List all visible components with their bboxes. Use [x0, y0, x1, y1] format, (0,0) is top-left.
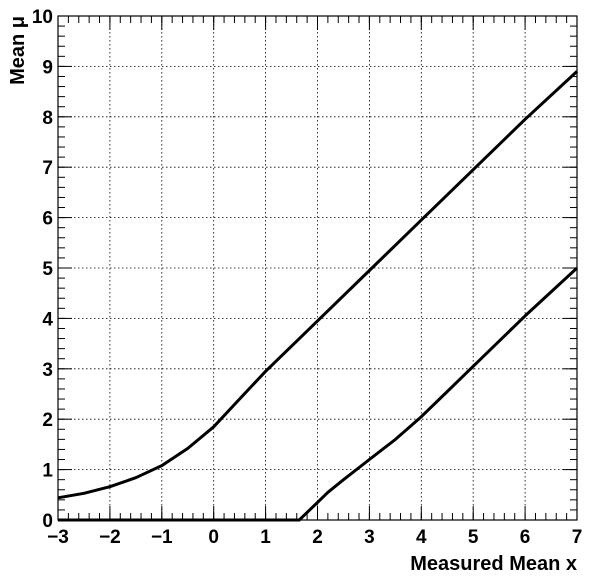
- y-tick-label: 10: [32, 7, 53, 28]
- x-tick-label: 7: [572, 527, 583, 548]
- y-tick-label: 5: [42, 259, 53, 280]
- tick-labels: −3 −2 −1 0 1 2 3 4 5 6 7 0 1 2 3 4 5 6 7 8 9 10: [32, 7, 582, 548]
- y-tick-label: 7: [42, 158, 53, 179]
- series-group: [57, 70, 579, 522]
- x-tick-label: 3: [364, 527, 375, 548]
- y-tick-label: 1: [42, 461, 53, 482]
- y-tick-label: 9: [42, 57, 53, 78]
- y-tick-label: 0: [42, 511, 53, 532]
- x-tick-label: 2: [312, 527, 323, 548]
- x-axis-title: Measured Mean x: [410, 553, 577, 575]
- x-tick-label: 6: [520, 527, 531, 548]
- upper-limit-curve: [57, 70, 579, 500]
- x-tick-label: 1: [260, 527, 271, 548]
- y-tick-label: 3: [42, 360, 53, 381]
- x-tick-label: −1: [151, 527, 173, 548]
- axis-ticks: [57, 15, 578, 521]
- y-tick-label: 6: [42, 209, 53, 230]
- y-tick-label: 4: [42, 309, 53, 330]
- y-tick-label: 2: [42, 410, 53, 431]
- lower-limit-curve: [58, 266, 579, 522]
- y-axis-title: Mean μ: [7, 16, 29, 85]
- x-tick-label: −2: [99, 527, 121, 548]
- x-tick-label: −3: [47, 527, 69, 548]
- grid: [58, 16, 577, 520]
- y-tick-label: 8: [42, 108, 53, 129]
- x-tick-label: 5: [468, 527, 479, 548]
- x-tick-label: 0: [208, 527, 219, 548]
- x-tick-label: 4: [416, 527, 427, 548]
